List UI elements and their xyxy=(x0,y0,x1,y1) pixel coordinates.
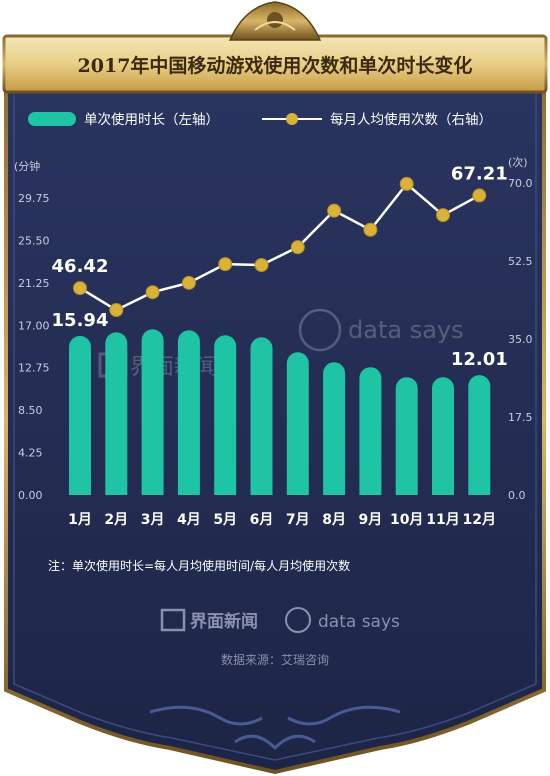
line-point xyxy=(327,203,342,218)
x-tick-label: 12月 xyxy=(463,512,496,528)
shield-background xyxy=(4,64,546,775)
right-axis-unit: (次) xyxy=(508,155,528,169)
bar-base xyxy=(432,483,454,495)
brand-row: 界面新闻 data says xyxy=(160,607,400,633)
watermark: 界面新闻 data says xyxy=(98,308,464,380)
data-label: 15.94 xyxy=(52,310,109,331)
legend: 单次使用时长（左轴） 每月人均使用次数（右轴） xyxy=(28,111,492,128)
bar xyxy=(250,337,273,495)
right-tick-label: 0.0 xyxy=(508,489,526,502)
right-tick-label: 52.5 xyxy=(508,255,533,268)
bar-base xyxy=(141,483,164,495)
ornament-bottom xyxy=(149,705,401,751)
bar-base xyxy=(69,483,91,495)
x-tick-label: 6月 xyxy=(250,512,274,528)
line-point xyxy=(472,188,487,203)
source-text: 数据来源：艾瑞咨询 xyxy=(221,652,329,667)
x-axis: 1月 2月 3月 4月 5月 6月 7月 8月 9月 10月 11月 12月 xyxy=(68,512,496,528)
left-axis: 29.75 25.50 21.25 17.00 12.75 8.50 4.25 0.00 xyxy=(18,192,50,502)
bar xyxy=(69,335,91,495)
x-tick-label: 3月 xyxy=(141,512,165,528)
footnote: 注：单次使用时长=每人月均使用时间/每人月均使用次数 xyxy=(48,558,350,573)
legend-bar-label: 单次使用时长（左轴） xyxy=(84,111,219,128)
left-tick-label: 0.00 xyxy=(18,489,43,502)
bar-base xyxy=(214,483,237,495)
bar xyxy=(468,375,491,495)
line-point xyxy=(363,222,378,237)
line-point xyxy=(290,240,305,255)
bar-base xyxy=(468,483,491,495)
bar-base xyxy=(286,483,309,495)
left-tick-label: 12.75 xyxy=(18,362,50,375)
x-tick-label: 1月 xyxy=(68,512,92,528)
x-tick-label: 7月 xyxy=(286,512,310,528)
bar-series xyxy=(69,329,491,495)
right-tick-label: 70.0 xyxy=(508,177,533,190)
left-tick-label: 8.50 xyxy=(18,404,43,417)
line-point xyxy=(436,208,450,223)
left-tick-label: 17.00 xyxy=(18,319,50,332)
right-tick-label: 35.0 xyxy=(508,333,533,346)
shield-inner-border xyxy=(13,77,537,761)
data-label: 67.21 xyxy=(451,163,508,184)
right-tick-label: 17.5 xyxy=(508,411,533,424)
data-labels: 46.42 15.94 67.21 12.01 xyxy=(52,163,508,370)
bar xyxy=(214,335,237,495)
left-tick-label: 4.25 xyxy=(18,447,43,460)
left-tick-label: 29.75 xyxy=(18,192,50,205)
legend-line-label: 每月人均使用次数（右轴） xyxy=(330,111,492,128)
line-point xyxy=(399,176,414,191)
bar-base xyxy=(395,483,418,495)
data-label: 12.01 xyxy=(451,349,508,370)
data-label: 46.42 xyxy=(52,256,109,277)
datasays-brand-text: data says xyxy=(318,612,400,632)
x-tick-label: 9月 xyxy=(359,512,383,528)
bar-base xyxy=(177,483,200,495)
x-tick-label: 4月 xyxy=(177,512,201,528)
left-tick-label: 21.25 xyxy=(18,277,50,290)
bar xyxy=(177,330,200,495)
bar xyxy=(323,362,346,495)
watermark-datasays-logo xyxy=(298,308,342,352)
watermark-datasays-text: data says xyxy=(348,316,464,344)
x-tick-label: 2月 xyxy=(104,512,128,528)
left-tick-label: 25.50 xyxy=(18,234,50,247)
bar xyxy=(105,332,128,495)
bar xyxy=(286,352,309,495)
x-tick-label: 11月 xyxy=(426,512,459,528)
line-point xyxy=(218,257,233,272)
bar xyxy=(141,329,164,495)
line-point xyxy=(109,303,124,318)
line-point xyxy=(254,258,269,273)
bar-base xyxy=(359,483,382,495)
bar xyxy=(395,377,418,495)
chart-title: 2017年中国移动游戏使用次数和单次时长变化 xyxy=(78,54,473,77)
legend-bar-swatch xyxy=(28,112,76,126)
crest-ornament xyxy=(228,1,322,41)
x-tick-label: 8月 xyxy=(322,512,346,528)
datasays-logo xyxy=(285,607,311,633)
jiemian-brand-text: 界面新闻 xyxy=(190,611,258,632)
line-point xyxy=(145,285,160,300)
bar-base xyxy=(250,483,273,495)
bar-base xyxy=(105,483,128,495)
right-axis: 70.0 52.5 35.0 17.5 0.0 xyxy=(508,177,533,502)
bar xyxy=(359,367,382,495)
line-point xyxy=(73,281,87,296)
line-series xyxy=(73,176,487,318)
bar-base xyxy=(323,483,346,495)
left-axis-unit: (分钟 xyxy=(14,159,40,173)
legend-line-marker xyxy=(286,113,298,125)
x-tick-label: 5月 xyxy=(213,512,237,528)
bar xyxy=(432,377,454,495)
jiemian-logo xyxy=(160,608,186,632)
line-point xyxy=(181,275,196,290)
x-tick-label: 10月 xyxy=(390,512,423,528)
